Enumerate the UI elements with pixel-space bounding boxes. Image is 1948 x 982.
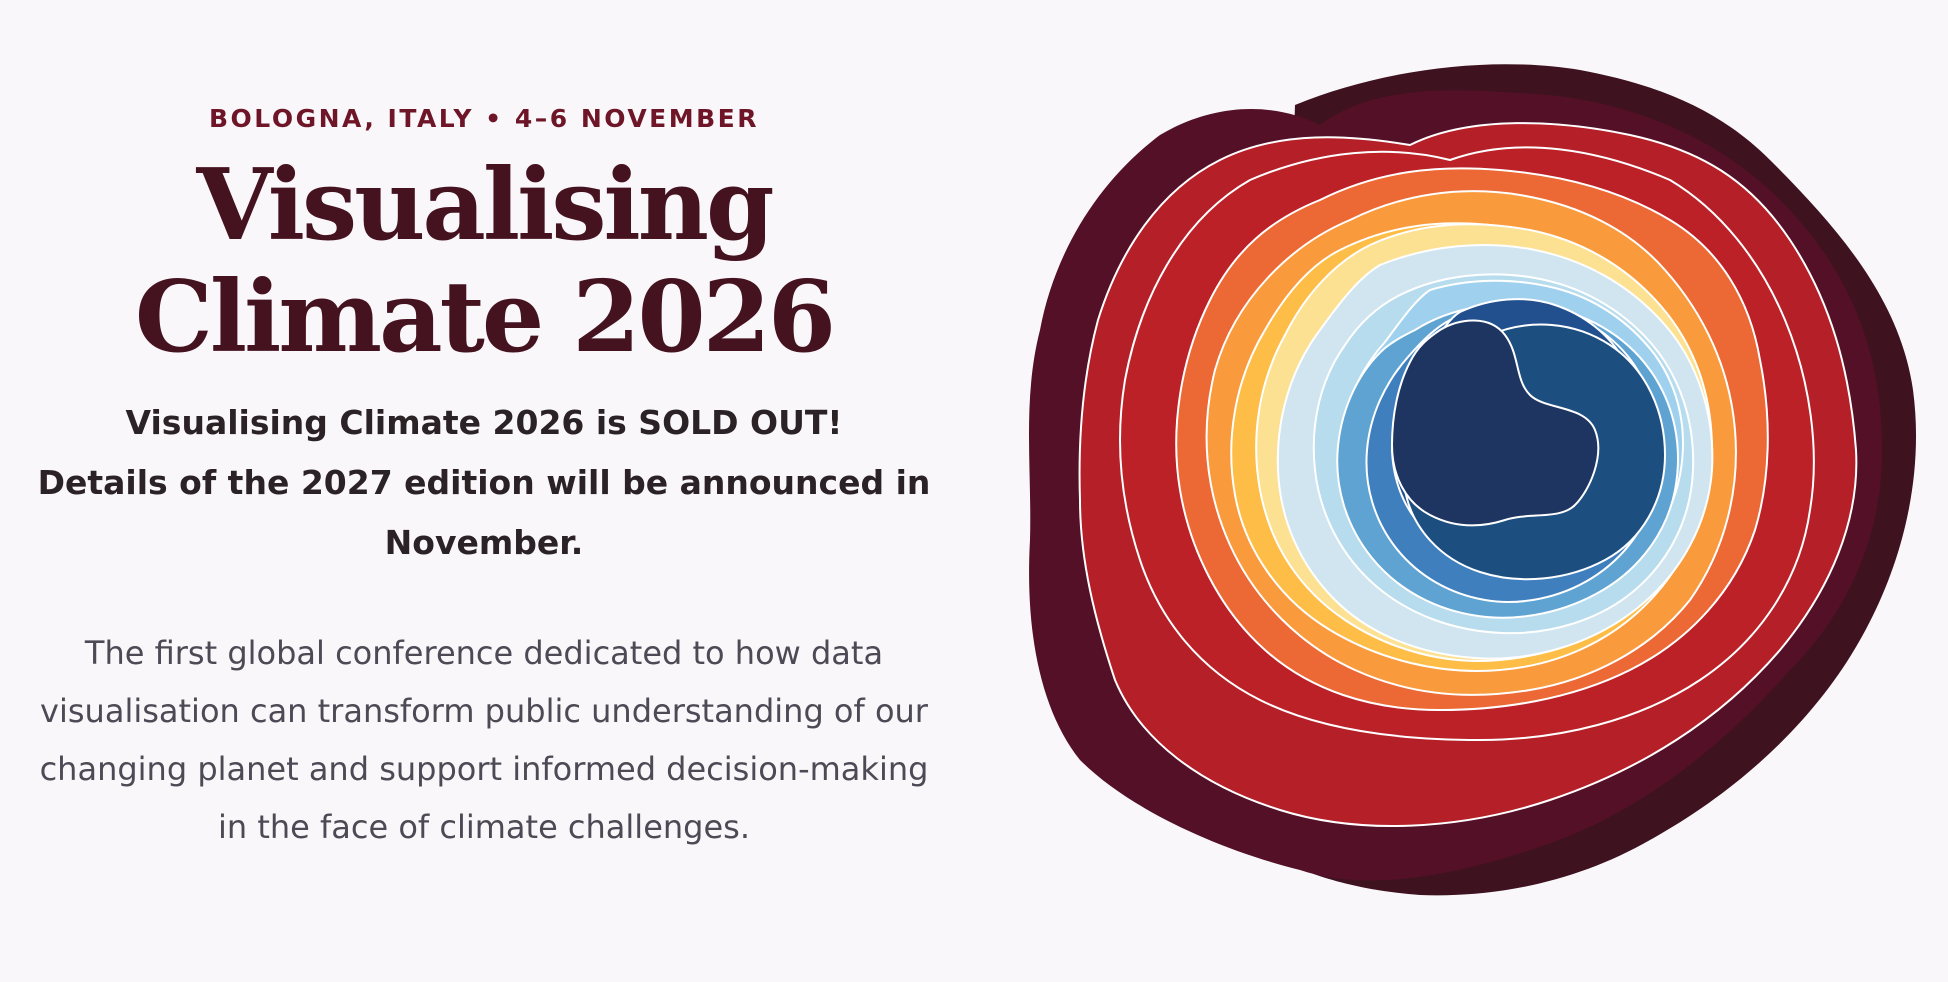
sold-out-line: Visualising Climate 2026 is SOLD OUT! [125, 403, 843, 442]
hero-text-column: BOLOGNA, ITALY • 4–6 NOVEMBER Visualisin… [0, 0, 968, 982]
location-dates: BOLOGNA, ITALY • 4–6 NOVEMBER [208, 104, 760, 133]
next-edition-line: Details of the 2027 edition will be anno… [37, 463, 931, 562]
page-title: Visualising Climate 2026 [134, 148, 836, 375]
climate-rings-illustration [1020, 50, 1920, 910]
sold-out-notice: Visualising Climate 2026 is SOLD OUT! De… [30, 393, 938, 573]
climate-rings-svg [1029, 64, 1917, 896]
ring-darkest-blue-core [1391, 319, 1600, 527]
conference-description: The first global conference dedicated to… [39, 634, 929, 846]
